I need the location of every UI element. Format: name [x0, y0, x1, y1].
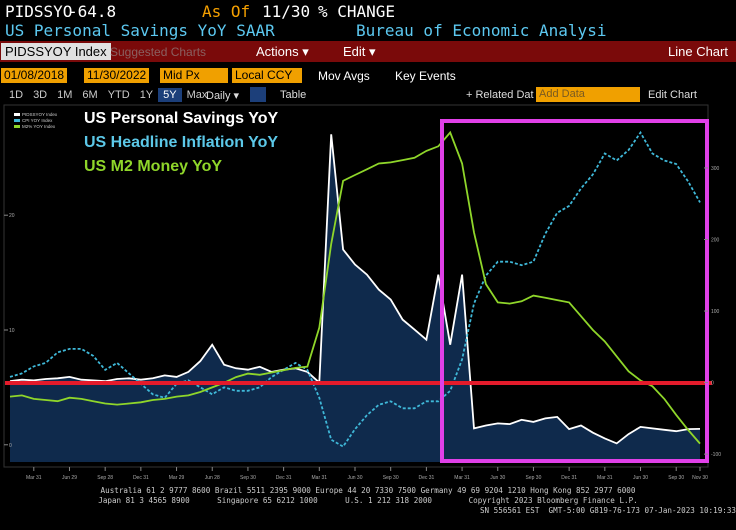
- legend-swatch: [14, 125, 20, 128]
- period-button[interactable]: 1D: [9, 89, 24, 101]
- y2-tick-label: -100: [711, 452, 721, 458]
- x-tick-label: Sep 30: [526, 475, 542, 481]
- start-date[interactable]: 01/08/2018: [1, 68, 68, 83]
- footer-line: Japan 81 3 4565 8900 Singapore 65 6212 1…: [98, 496, 638, 505]
- x-tick-label: Jun 30: [490, 475, 505, 481]
- chart-icon[interactable]: [250, 87, 266, 102]
- description: US Personal Savings YoY SAAR: [5, 21, 275, 40]
- edit-menu[interactable]: Edit ▾: [343, 44, 376, 59]
- mov-avgs[interactable]: Mov Avgs: [318, 69, 370, 83]
- as-of: As Of: [202, 2, 251, 21]
- x-tick-label: Jun 30: [633, 475, 648, 481]
- y2-tick-label: 200: [711, 238, 720, 244]
- series-line: [9, 134, 701, 445]
- chart-type[interactable]: Line Chart: [668, 44, 728, 59]
- add-data-field[interactable]: Add Data: [536, 87, 640, 102]
- x-tick-label: Sep 30: [668, 475, 684, 481]
- y-tick-label: 10: [9, 328, 15, 334]
- y2-tick-label: 300: [711, 166, 720, 172]
- annotation: US Headline Inflation YoY: [84, 134, 278, 151]
- legend-label: M2% YOY Index: [22, 124, 56, 129]
- change-mode: % CHANGE: [318, 2, 396, 21]
- period-button[interactable]: 6M: [82, 89, 98, 101]
- x-tick-label: Sep 30: [240, 475, 256, 481]
- period-button[interactable]: 3D: [33, 89, 48, 101]
- plot: [9, 130, 701, 463]
- last-value: -64.8: [68, 2, 117, 21]
- x-tick-label: Mar 29: [169, 475, 185, 481]
- x-tick-label: Mar 31: [454, 475, 470, 481]
- period-button[interactable]: Max: [186, 89, 208, 101]
- suggested-charts[interactable]: Suggested Charts: [110, 45, 207, 59]
- x-tick-label: Dec 31: [133, 475, 149, 481]
- annotation: US M2 Money YoY: [84, 158, 222, 175]
- legend-swatch: [14, 113, 20, 116]
- x-tick-label: Sep 28: [97, 475, 113, 481]
- series-line: [9, 130, 701, 445]
- related-data[interactable]: + Related Dat: [466, 89, 534, 101]
- edit-chart[interactable]: Edit Chart: [648, 89, 697, 101]
- table-button[interactable]: Table: [280, 89, 307, 101]
- ticker: PIDSSYO: [5, 2, 73, 21]
- x-tick-label: Dec 31: [418, 475, 434, 481]
- x-tick-label: Jun 30: [347, 475, 362, 481]
- footer-line: Australia 61 2 9777 8600 Brazil 5511 239…: [100, 486, 636, 495]
- footer: Australia 61 2 9777 8600 Brazil 5511 239…: [0, 486, 736, 516]
- legend-label: CPI YOY Index: [22, 118, 53, 123]
- security-field[interactable]: PIDSSYOY Index: [1, 43, 111, 60]
- end-date[interactable]: 11/30/2022: [84, 68, 150, 83]
- key-events[interactable]: Key Events: [395, 69, 456, 83]
- currency-field[interactable]: Local CCY: [232, 68, 302, 83]
- actions-menu[interactable]: Actions ▾: [256, 44, 309, 59]
- x-tick-label: Mar 31: [26, 475, 42, 481]
- period-bar: 1D 3D 1M 6M YTD 1Y 5Y Max: [4, 88, 212, 102]
- x-tick-label: Jun 28: [205, 475, 220, 481]
- area: [10, 134, 700, 463]
- x-tick-label: Nov 30: [692, 475, 708, 481]
- legend-label: PIDSSYOY Index: [22, 112, 58, 117]
- y2-tick-label: 0: [711, 381, 714, 387]
- frequency[interactable]: Daily ▾: [206, 90, 240, 102]
- x-tick-label: Mar 31: [597, 475, 613, 481]
- price-field[interactable]: Mid Px: [160, 68, 228, 83]
- x-tick-label: Dec 31: [276, 475, 292, 481]
- footer-line: SN 556561 EST GMT-5:00 G819-76-173 07-Ja…: [479, 506, 736, 515]
- y2-tick-label: 100: [711, 309, 720, 315]
- x-tick-label: Jun 29: [62, 475, 77, 481]
- annotation: US Personal Savings YoY: [84, 110, 278, 127]
- x-tick-label: Mar 31: [312, 475, 328, 481]
- toolbar: [0, 41, 736, 62]
- period-button[interactable]: 1M: [57, 89, 73, 101]
- y-tick-label: 0: [9, 443, 12, 449]
- series-line: [9, 130, 701, 448]
- as-of-date: 11/30: [262, 2, 311, 21]
- source: Bureau of Economic Analysi: [356, 21, 607, 40]
- period-button[interactable]: 5Y: [158, 88, 182, 102]
- x-tick-label: Dec 31: [561, 475, 577, 481]
- period-button[interactable]: 1Y: [139, 89, 154, 101]
- period-button[interactable]: YTD: [107, 89, 130, 101]
- y-tick-label: 20: [9, 213, 15, 219]
- x-tick-label: Sep 30: [383, 475, 399, 481]
- legend-swatch: [14, 119, 20, 122]
- highlight-box: [440, 119, 709, 463]
